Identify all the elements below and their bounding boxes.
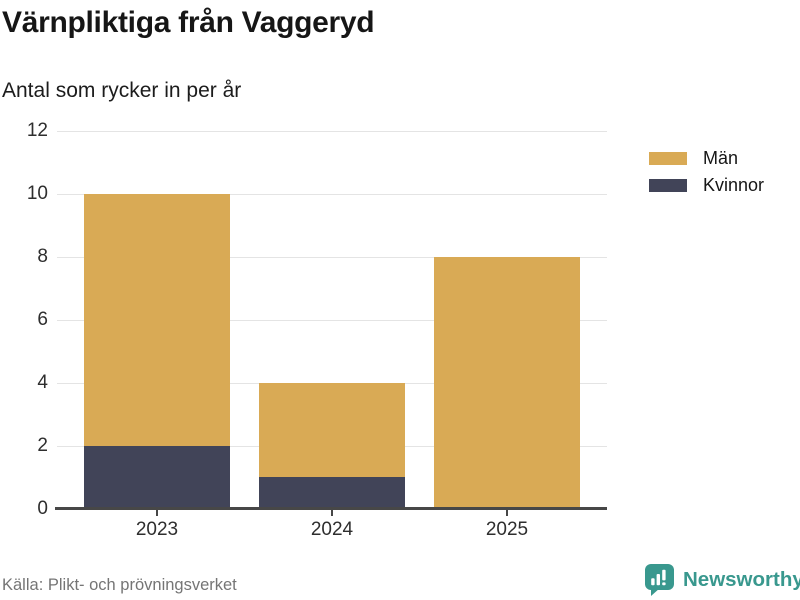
x-axis-label-2024: 2024 <box>310 519 354 540</box>
newsworthy-brand-link[interactable]: Newsworthy <box>644 563 800 597</box>
x-axis-label-2025: 2025 <box>485 519 529 540</box>
gridline-y-12 <box>57 131 607 132</box>
newsworthy-logo-icon <box>645 564 674 596</box>
x-tick-2025 <box>506 510 508 516</box>
bar-segment-män-2023 <box>84 193 230 446</box>
x-axis-label-2023: 2023 <box>135 519 179 540</box>
y-axis-label-4: 4 <box>37 371 48 393</box>
gridline-y-8 <box>57 256 607 258</box>
legend-swatch <box>649 179 687 192</box>
bar-segment-män-2024 <box>259 382 405 478</box>
y-axis-label-0: 0 <box>37 497 48 519</box>
brand-wordmark: Newsworthy <box>683 568 800 591</box>
y-axis-label-10: 10 <box>26 182 48 204</box>
gridline-y-10 <box>57 193 607 195</box>
legend-swatch <box>649 152 687 165</box>
x-axis-line <box>55 507 607 510</box>
legend-label: Män <box>703 148 739 168</box>
gridline-y-6 <box>57 319 607 321</box>
y-axis-label-8: 8 <box>37 245 48 267</box>
bar-segment-män-2025 <box>434 256 580 509</box>
y-axis-label-2: 2 <box>37 434 48 456</box>
y-axis-label-12: 12 <box>26 120 48 141</box>
x-tick-2024 <box>331 510 333 516</box>
chart-legend: Män Kvinnor <box>649 147 764 201</box>
chart-subtitle: Antal som rycker in per år <box>2 79 242 102</box>
x-tick-2023 <box>156 510 158 516</box>
legend-item-män: Män <box>649 147 764 170</box>
page-title: Värnpliktiga från Vaggeryd <box>2 6 375 39</box>
source-note: Källa: Plikt- och prövningsverket <box>2 576 237 594</box>
y-axis-label-6: 6 <box>37 308 48 330</box>
bar-segment-kvinnor-2023 <box>84 445 230 509</box>
legend-label: Kvinnor <box>703 175 765 195</box>
legend-item-kvinnor: Kvinnor <box>649 174 764 197</box>
bar-segment-kvinnor-2024 <box>259 477 405 509</box>
